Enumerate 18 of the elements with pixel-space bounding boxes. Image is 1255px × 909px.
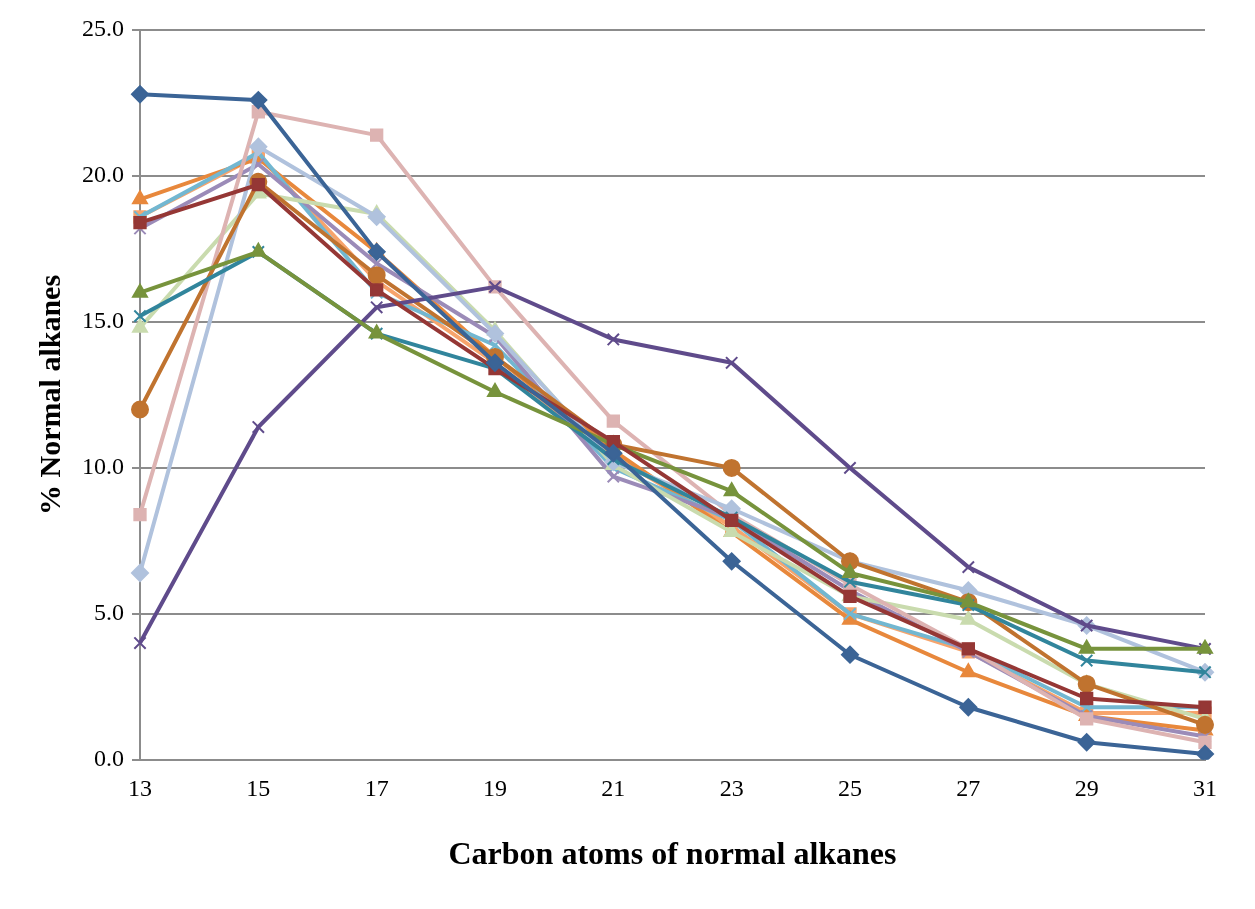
y-tick-label: 0.0 (94, 745, 124, 772)
x-tick-label: 29 (1074, 775, 1099, 802)
y-tick-label: 15.0 (82, 307, 124, 334)
x-tick-label: 17 (364, 775, 389, 802)
x-axis-title: Carbon atoms of normal alkanes (448, 835, 897, 872)
y-tick-label: 5.0 (94, 599, 124, 626)
y-tick-label: 25.0 (82, 15, 124, 42)
x-tick-label: 19 (483, 775, 507, 802)
x-tick-label: 21 (601, 775, 626, 802)
x-tick-label: 23 (719, 775, 744, 802)
x-tick-label: 15 (246, 775, 271, 802)
y-tick-label: 20.0 (82, 161, 124, 188)
x-tick-label: 27 (956, 775, 981, 802)
x-tick-label: 25 (838, 775, 862, 802)
x-tick-label: 31 (1193, 775, 1217, 802)
y-axis-title: % Normal alkanes (32, 274, 66, 515)
x-tick-label: 13 (128, 775, 152, 802)
y-tick-label: 10.0 (82, 453, 124, 480)
